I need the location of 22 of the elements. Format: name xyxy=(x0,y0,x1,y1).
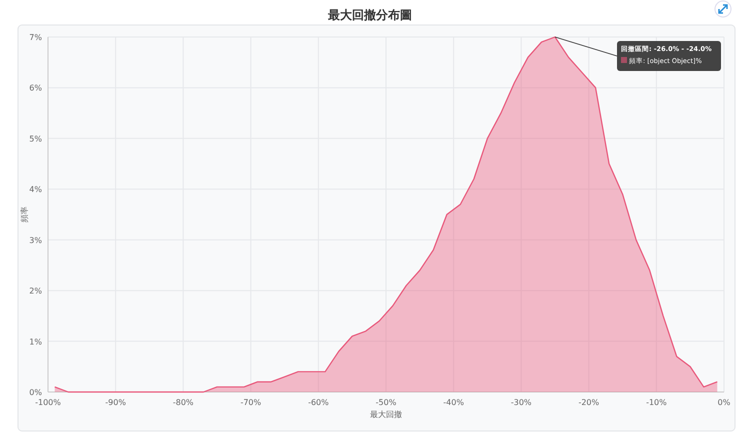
x-tick-label: -90% xyxy=(105,398,126,407)
x-tick-label: -100% xyxy=(35,398,62,407)
x-tick-label: -10% xyxy=(646,398,668,407)
y-tick-label: 7% xyxy=(29,33,42,42)
y-tick-label: 6% xyxy=(29,84,42,93)
chart-title: 最大回撤分布圖 xyxy=(327,8,412,22)
y-tick-label: 3% xyxy=(29,236,42,245)
x-tick-label: -20% xyxy=(578,398,600,407)
y-tick-label: 2% xyxy=(29,286,42,296)
x-tick-label: -50% xyxy=(376,398,397,407)
x-tick-label: -40% xyxy=(443,398,464,407)
x-tick-label: -80% xyxy=(172,398,194,407)
y-tick-label: 0% xyxy=(29,388,42,397)
x-tick-label: -70% xyxy=(240,398,262,407)
x-tick-label: -30% xyxy=(510,398,532,407)
y-tick-label: 1% xyxy=(29,337,42,346)
y-tick-label: 5% xyxy=(29,134,42,144)
y-tick-label: 4% xyxy=(29,185,42,194)
y-axis-title: 頻率 xyxy=(20,206,29,222)
x-tick-label: -60% xyxy=(308,398,330,407)
x-axis-title: 最大回撤 xyxy=(370,410,402,419)
x-tick-label: 0% xyxy=(718,398,731,407)
